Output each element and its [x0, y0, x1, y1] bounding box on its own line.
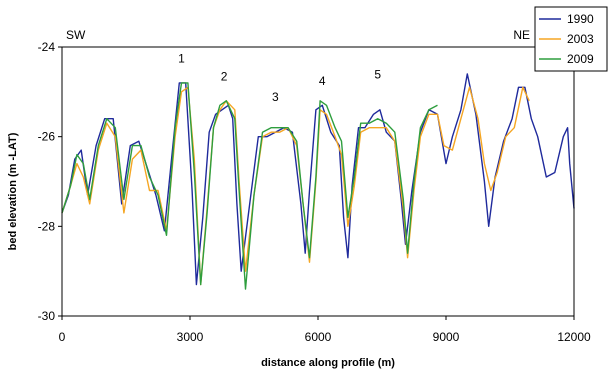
y-axis: -30 -28 -26 -24 — [38, 40, 62, 323]
feature-annotations: 1 2 3 4 5 — [178, 52, 381, 104]
legend-label-2009: 2009 — [567, 52, 594, 66]
feature-label: 3 — [272, 90, 279, 104]
legend-items: 1990 2003 2009 — [539, 12, 594, 66]
y-tick-label: -24 — [38, 40, 56, 54]
corner-label-ne: NE — [513, 28, 530, 42]
x-axis: 0 3000 6000 9000 12000 — [59, 316, 591, 344]
y-tick-label: -28 — [38, 219, 56, 233]
y-tick-label: -26 — [38, 130, 56, 144]
feature-label: 2 — [221, 70, 228, 84]
x-tick-label: 12000 — [557, 330, 591, 344]
x-tick-label: 3000 — [177, 330, 204, 344]
x-tick-label: 9000 — [433, 330, 460, 344]
legend: 1990 2003 2009 — [534, 6, 608, 72]
y-axis-title: bed elevation (m -LAT) — [7, 132, 19, 250]
feature-label: 5 — [374, 67, 381, 81]
series-line-1990 — [61, 73, 575, 286]
legend-label-1990: 1990 — [567, 12, 594, 26]
series-line-2009 — [61, 82, 438, 290]
feature-label: 4 — [319, 74, 326, 88]
feature-label: 1 — [178, 52, 185, 66]
legend-label-2003: 2003 — [567, 32, 594, 46]
x-axis-title: distance along profile (m) — [261, 357, 395, 369]
y-tick-label: -30 — [38, 309, 56, 323]
series-layer — [61, 73, 575, 290]
corner-label-sw: SW — [66, 28, 86, 42]
x-tick-label: 6000 — [305, 330, 332, 344]
x-tick-label: 0 — [59, 330, 66, 344]
